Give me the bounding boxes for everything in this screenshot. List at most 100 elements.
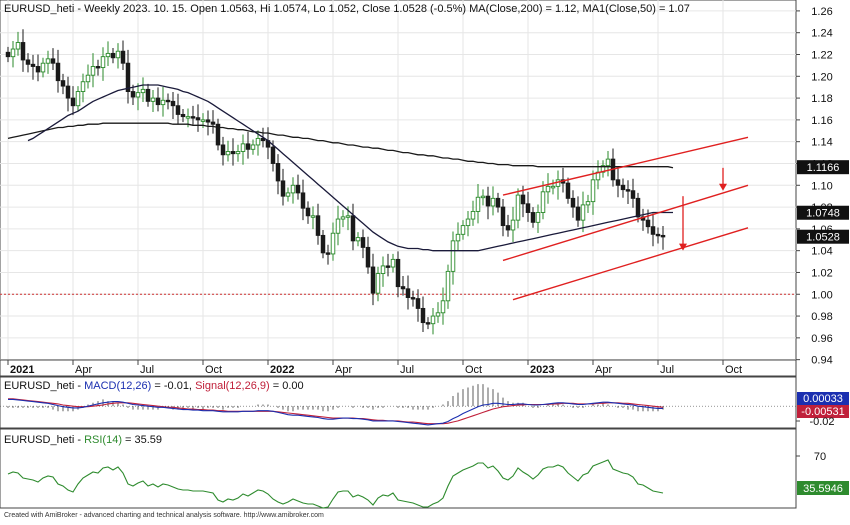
candle-body: [115, 50, 121, 59]
candle-body: [235, 151, 241, 155]
candle-body: [515, 194, 521, 221]
candle-body: [350, 215, 356, 242]
candle-body: [395, 258, 401, 288]
y-tick-label: 0.96: [811, 333, 832, 345]
candle-body: [160, 99, 166, 106]
candle-body: [285, 192, 291, 197]
candle-body: [60, 80, 66, 87]
candle-body: [360, 237, 366, 248]
candle-body: [180, 113, 186, 118]
channel-line: [512, 227, 749, 301]
candle-body: [525, 203, 531, 213]
candle-body: [215, 123, 221, 146]
candle-body: [655, 233, 661, 237]
candle-body: [485, 195, 491, 207]
arrow-head: [679, 243, 687, 251]
candle-body: [5, 51, 11, 58]
price-labels: 1.1166 1.0748 1.0528: [797, 160, 849, 244]
candle-body: [30, 63, 36, 67]
rsi-title-prefix: EURUSD_heti -: [4, 434, 84, 446]
rsi-title-end: = 35.59: [122, 434, 162, 446]
ma200-line: [7, 122, 674, 169]
candle-body: [185, 116, 191, 119]
x-tick-label: Jul: [400, 364, 414, 376]
candle-body: [200, 119, 206, 122]
candle-body: [120, 50, 126, 64]
candle-body: [415, 298, 421, 309]
candle-body: [375, 273, 381, 294]
candle-body: [70, 97, 76, 107]
main-title: EURUSD_heti - Weekly 2023. 10. 15. Open …: [4, 3, 690, 15]
candle-body: [340, 216, 346, 220]
candle-body: [390, 258, 396, 268]
candle-body: [335, 218, 341, 234]
candle-body: [20, 42, 26, 61]
candle-body: [470, 210, 476, 220]
candle-body: [400, 286, 406, 290]
macd-label-1: 0.00033: [803, 393, 843, 405]
x-tick-label: Oct: [725, 364, 742, 376]
candle-body: [510, 219, 516, 231]
candle-body: [475, 196, 481, 212]
rsi-label: 35.5946: [803, 483, 843, 495]
candle-body: [250, 144, 256, 150]
y-tick-label: 0.98: [811, 311, 832, 323]
macd-line: [8, 398, 663, 426]
macd-title: EURUSD_heti - MACD(12,26) = -0.01, Signa…: [4, 380, 304, 392]
candle-body: [275, 163, 281, 182]
macd-panel-frame: [0, 376, 797, 429]
y-tick-label: 1.18: [811, 93, 832, 105]
main-y-axis: 1.261.241.221.201.181.161.141.121.101.08…: [796, 6, 833, 367]
candle-body: [145, 88, 151, 102]
candle-body: [490, 197, 496, 207]
price-label-box: [797, 160, 849, 175]
candle-body: [455, 233, 461, 242]
x-tick-label: Apr: [335, 364, 352, 376]
candle-body: [505, 225, 511, 231]
y-tick-label: 1.22: [811, 49, 832, 61]
candle-body: [170, 100, 176, 107]
candle-body: [645, 219, 651, 228]
main-x-axis: 2021 Apr Jul Oct 2022 Apr Jul Oct 2023 Apr Jul Oct: [0, 359, 796, 376]
rsi-tick-label: 70: [814, 451, 826, 463]
candle-body: [385, 265, 391, 268]
candle-body: [620, 184, 626, 191]
signal-line: [8, 398, 664, 425]
candle-body: [210, 121, 216, 125]
candle-body: [405, 288, 411, 298]
price-label: 1.0528: [806, 232, 840, 244]
candle-body: [135, 92, 141, 98]
y-tick-label: 1.24: [811, 28, 832, 40]
candle-body: [205, 119, 211, 123]
candle-body: [90, 66, 96, 76]
rsi-series: [7, 459, 664, 509]
channel-line: [502, 184, 749, 262]
candle-body: [320, 234, 326, 254]
candle-body: [495, 197, 501, 208]
footer-credit: Created with AmiBroker - advanced charti…: [4, 512, 324, 519]
candle-body: [225, 151, 231, 156]
candle-body: [50, 58, 56, 64]
candle-body: [80, 81, 86, 92]
candle-body: [220, 144, 226, 156]
price-label-box: [797, 205, 849, 220]
macd-series: [0, 384, 796, 426]
candle-body: [550, 185, 556, 189]
candle-body: [465, 218, 471, 227]
candle-body: [95, 66, 101, 69]
macd-label-2: -0.00531: [801, 406, 844, 418]
x-tick-label: 2021: [10, 364, 34, 376]
candle-body: [605, 158, 611, 167]
candle-body: [625, 189, 631, 192]
candle-body: [260, 137, 266, 142]
rsi-title: EURUSD_heti - RSI(14) = 35.59: [4, 434, 162, 446]
candle-body: [425, 322, 431, 325]
candle-body: [575, 206, 581, 221]
candle-body: [420, 307, 426, 324]
x-tick-label: Oct: [465, 364, 482, 376]
candle-body: [270, 146, 276, 164]
candle-body: [110, 52, 116, 59]
candle-body: [100, 56, 106, 69]
macd-label-box-2: [797, 405, 849, 418]
